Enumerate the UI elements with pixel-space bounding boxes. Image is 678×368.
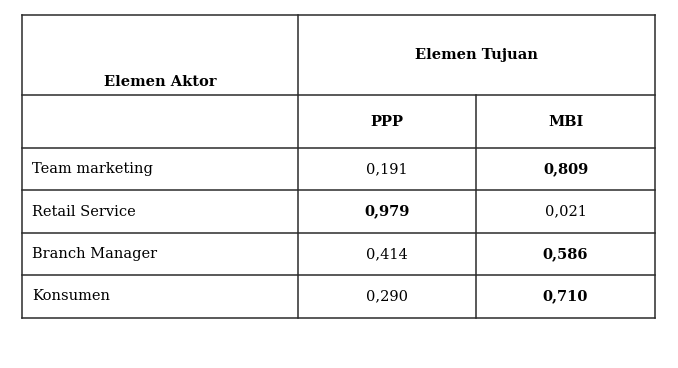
Text: Retail Service: Retail Service bbox=[32, 205, 136, 219]
Text: Branch Manager: Branch Manager bbox=[32, 247, 157, 261]
Text: Elemen Aktor: Elemen Aktor bbox=[104, 74, 216, 88]
Text: 0,586: 0,586 bbox=[543, 247, 589, 261]
Text: 0,710: 0,710 bbox=[543, 290, 589, 304]
Text: 0,191: 0,191 bbox=[366, 162, 407, 176]
Text: MBI: MBI bbox=[548, 114, 583, 128]
Text: Elemen Tujuan: Elemen Tujuan bbox=[415, 48, 538, 62]
Text: 0,809: 0,809 bbox=[543, 162, 588, 176]
Text: PPP: PPP bbox=[370, 114, 403, 128]
Text: Team marketing: Team marketing bbox=[32, 162, 153, 176]
Text: 0,290: 0,290 bbox=[366, 290, 408, 304]
Text: 0,414: 0,414 bbox=[366, 247, 408, 261]
Text: 0,021: 0,021 bbox=[544, 205, 586, 219]
Text: Konsumen: Konsumen bbox=[32, 290, 110, 304]
Text: 0,979: 0,979 bbox=[364, 205, 410, 219]
